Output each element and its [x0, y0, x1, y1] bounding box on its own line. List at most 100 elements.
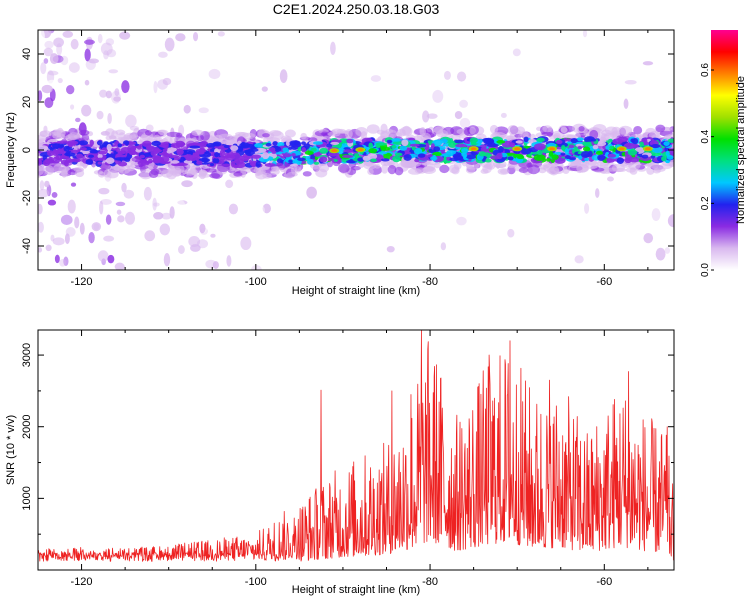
heatmap-cell: [607, 176, 614, 182]
heatmap-cell: [178, 245, 185, 254]
heatmap-cell: [391, 144, 397, 149]
heatmap-cell: [422, 110, 430, 123]
x-tick-label: -60: [596, 276, 612, 288]
heatmap-cell: [538, 164, 550, 170]
heatmap-cell: [669, 150, 674, 157]
heatmap-cell: [623, 142, 636, 150]
heatmap-cell: [269, 147, 276, 153]
heatmap-cell: [191, 129, 204, 137]
heatmap-cell: [470, 147, 477, 151]
heatmap-cell: [195, 148, 207, 153]
heatmap-cell: [144, 130, 152, 136]
heatmap-cell: [117, 215, 125, 223]
heatmap-cell: [643, 233, 654, 244]
heatmap-cell: [53, 37, 65, 48]
heatmap-cell: [650, 144, 661, 149]
heatmap-cell: [129, 150, 138, 156]
heatmap-cell: [403, 154, 412, 161]
heatmap-cell: [153, 81, 158, 94]
heatmap-cell: [574, 255, 584, 264]
heatmap-cell: [161, 212, 172, 220]
heatmap-cell: [566, 134, 577, 140]
heatmap-cell: [38, 159, 43, 166]
heatmap-cell: [117, 143, 122, 148]
heatmap-cell: [134, 165, 149, 170]
heatmap-cell: [507, 156, 514, 161]
heatmap-cell: [143, 186, 152, 201]
heatmap-cell: [97, 33, 103, 44]
heatmap-cell: [553, 151, 563, 156]
heatmap-cell: [320, 131, 329, 136]
heatmap-cell: [52, 149, 59, 156]
heatmap-cell: [84, 79, 90, 86]
colorbar-tick-label: 0.2: [700, 196, 711, 210]
heatmap-cell: [159, 223, 171, 236]
heatmap-cell: [436, 129, 449, 138]
heatmap-cell: [655, 247, 666, 261]
heatmap-cell: [74, 216, 80, 229]
heatmap-cell: [333, 87, 344, 95]
heatmap-cell: [536, 149, 543, 155]
heatmap-cell: [204, 168, 218, 173]
snr-panel: -120 -100 -80 -60 1000 2000 3000 Height of st…: [5, 329, 675, 596]
heatmap-cell: [462, 152, 468, 159]
heatmap-cell: [60, 55, 69, 66]
heatmap-cell: [459, 99, 468, 108]
heatmap-cell: [44, 180, 50, 188]
snr-y-ticks: 1000 2000 3000: [21, 343, 674, 535]
heatmap-cell: [666, 154, 674, 160]
x-tick-label: -120: [71, 576, 93, 588]
heatmap-cell: [533, 143, 546, 151]
heatmap-cell: [89, 139, 94, 147]
heatmap-cell: [259, 40, 268, 47]
heatmap-cell: [512, 48, 521, 57]
heatmap-cell: [576, 163, 589, 173]
heatmap-cell: [85, 159, 94, 165]
heatmap-cell: [41, 84, 53, 94]
heatmap-cell: [578, 155, 583, 160]
heatmap-cell: [60, 159, 69, 165]
heatmap-cell: [105, 90, 112, 99]
heatmap-cell: [518, 167, 529, 173]
heatmap-cell: [627, 149, 638, 156]
heatmap-cell: [330, 141, 340, 146]
heatmap-cell: [345, 159, 356, 164]
heatmap-cell: [148, 158, 153, 164]
heatmap-cell: [523, 136, 529, 143]
heatmap-cell: [507, 124, 519, 135]
heatmap-cell: [496, 152, 503, 160]
heatmap-cell: [604, 126, 618, 135]
heatmap-cell: [616, 157, 624, 164]
heatmap-cell: [279, 69, 288, 83]
heatmap-cell: [521, 148, 532, 155]
heatmap-cell: [117, 164, 131, 174]
heatmap-cell: [366, 124, 380, 134]
heatmap-cell: [533, 154, 546, 162]
heatmap-cell: [193, 31, 199, 42]
heatmap-cell: [183, 159, 193, 164]
heatmap-cell: [177, 200, 188, 205]
heatmap-cell: [667, 138, 674, 143]
heatmap-cell: [158, 129, 169, 136]
heatmap-cell: [564, 147, 569, 155]
heatmap-cell: [461, 148, 469, 154]
heatmap-cell: [63, 256, 69, 267]
heatmap-cell: [144, 230, 156, 242]
heatmap-cell: [137, 160, 150, 166]
heatmap-cell: [500, 112, 507, 118]
heatmap-cell: [158, 51, 168, 58]
heatmap-cell: [196, 160, 203, 165]
x-tick-label: -80: [422, 276, 438, 288]
heatmap-cell: [391, 138, 402, 142]
heatmap-cell: [453, 154, 463, 161]
heatmap-cell: [116, 209, 122, 215]
heatmap-cell: [70, 182, 77, 187]
heatmap-cell: [119, 31, 131, 40]
heatmap-cell: [75, 88, 85, 100]
heatmap-cell: [44, 40, 54, 49]
heatmap-cell: [469, 137, 478, 144]
heatmap-cell: [285, 140, 290, 147]
heatmap-cell: [98, 187, 110, 195]
heatmap-cell: [228, 203, 239, 215]
